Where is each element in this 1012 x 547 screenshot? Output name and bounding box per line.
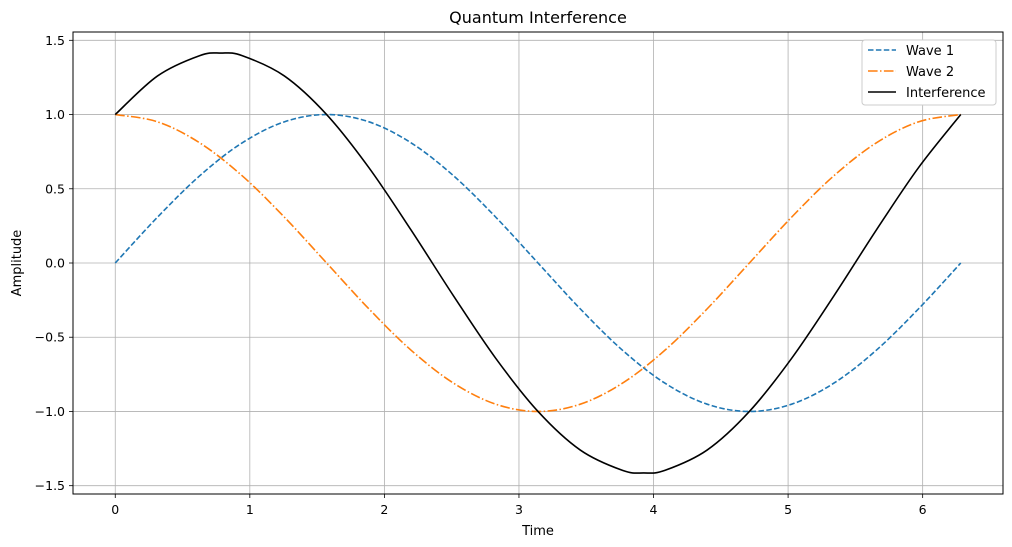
axis-ticks: 0 1 2 3 4 5 6 −1.5 −1.0 −0.5 0.0 0.5 1.0 1.5 [35,33,927,517]
x-tick-label: 1 [246,502,254,517]
y-tick-label: −0.5 [35,330,65,345]
series-line-wave-1 [114,113,962,413]
y-axis-label: Amplitude [10,230,25,297]
legend-label-wave-2: Wave 2 [906,65,954,80]
x-tick-label: 6 [919,502,927,517]
legend: Wave 1 Wave 2 Interference [861,39,997,106]
grid-lines [73,32,1003,494]
y-tick-label: 1.5 [45,33,65,48]
legend-box [861,39,997,106]
y-tick-label: −1.0 [35,404,65,419]
legend-label-wave-1: Wave 1 [906,44,954,59]
y-tick-label: 1.0 [45,107,65,122]
x-axis-label: Time [521,524,554,539]
y-tick-label: 0.5 [45,181,65,196]
y-tick-label: 0.0 [45,256,65,271]
x-tick-label: 0 [111,502,119,517]
series-line-interference [114,52,962,474]
y-tick-label: −1.5 [35,478,65,493]
x-tick-label: 4 [650,502,658,517]
x-tick-label: 3 [515,502,523,517]
x-tick-label: 5 [784,502,792,517]
chart-title: Quantum Interference [449,8,627,27]
legend-label-interference: Interference [906,86,986,101]
x-tick-label: 2 [380,502,388,517]
plot-series [114,52,962,474]
